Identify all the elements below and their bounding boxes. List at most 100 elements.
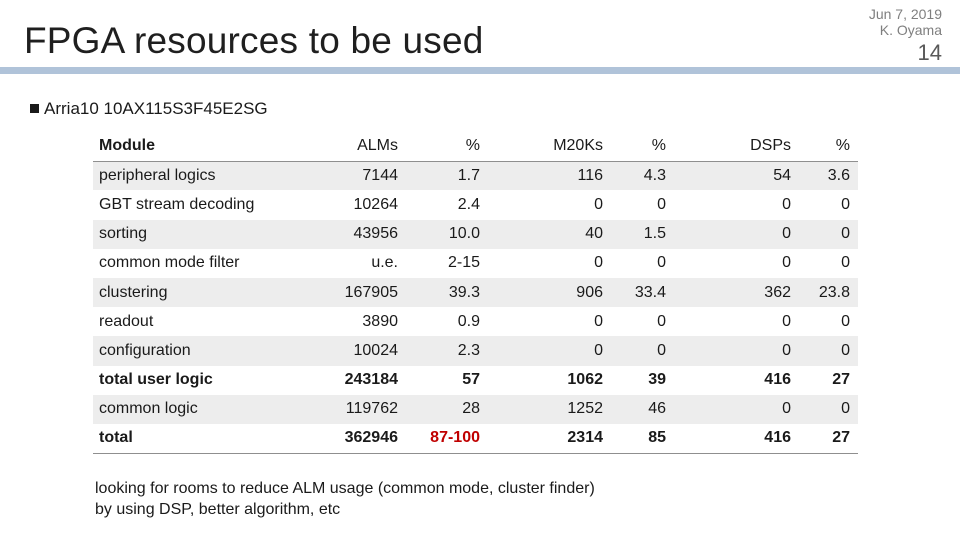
table-row: readout 3890 0.9 0 0 0 0 xyxy=(93,307,858,336)
header-module: Module xyxy=(99,137,155,155)
cell-module: common mode filter xyxy=(99,254,240,272)
cell-dsps: 0 xyxy=(782,225,791,243)
cell-dsps-pct: 0 xyxy=(841,400,850,418)
cell-alms-pct-highlight: 87-100 xyxy=(430,429,480,447)
cell-dsps-pct: 0 xyxy=(841,312,850,330)
cell-dsps: 0 xyxy=(782,312,791,330)
table-row: common logic 119762 28 1252 46 0 0 xyxy=(93,394,858,424)
cell-dsps-pct: 0 xyxy=(841,195,850,213)
header-dsps: DSPs xyxy=(750,137,791,155)
header-alms-pct: % xyxy=(465,137,480,155)
cell-m20ks: 1252 xyxy=(567,400,603,418)
footnote: looking for rooms to reduce ALM usage (c… xyxy=(95,478,595,520)
cell-module: common logic xyxy=(99,400,198,418)
cell-dsps-pct: 27 xyxy=(832,429,850,447)
cell-alms: 43956 xyxy=(353,225,399,243)
table-row: clustering 167905 39.3 906 33.4 362 23.8 xyxy=(93,277,858,308)
cell-alms: 10024 xyxy=(353,341,399,359)
cell-dsps: 362 xyxy=(764,283,791,301)
table-row: common mode filter u.e. 2-15 0 0 0 0 xyxy=(93,249,858,278)
resource-table: Module ALMs % M20Ks % DSPs % peripheral … xyxy=(93,132,858,454)
cell-m20ks-pct: 0 xyxy=(657,341,666,359)
cell-m20ks: 1062 xyxy=(567,371,603,389)
cell-module: GBT stream decoding xyxy=(99,195,255,213)
cell-alms: 362946 xyxy=(344,429,398,447)
cell-m20ks: 0 xyxy=(594,254,603,272)
cell-m20ks-pct: 1.5 xyxy=(643,225,666,243)
cell-alms-pct: 0.9 xyxy=(457,312,480,330)
bullet-item: Arria10 10AX115S3F45E2SG xyxy=(30,99,268,119)
slide-author: K. Oyama xyxy=(879,22,942,38)
cell-m20ks-pct: 4.3 xyxy=(643,167,666,185)
cell-m20ks-pct: 0 xyxy=(657,195,666,213)
table-row: sorting 43956 10.0 40 1.5 0 0 xyxy=(93,219,858,249)
footnote-line: looking for rooms to reduce ALM usage (c… xyxy=(95,480,595,497)
table-header-row: Module ALMs % M20Ks % DSPs % xyxy=(93,132,858,162)
cell-dsps: 54 xyxy=(773,167,791,185)
footnote-line: by using DSP, better algorithm, etc xyxy=(95,501,341,518)
cell-dsps: 0 xyxy=(782,341,791,359)
cell-m20ks: 40 xyxy=(585,225,603,243)
cell-alms-pct: 10.0 xyxy=(448,225,480,243)
cell-alms-pct: 28 xyxy=(462,400,480,418)
header-alms: ALMs xyxy=(357,137,398,155)
table-row: configuration 10024 2.3 0 0 0 0 xyxy=(93,336,858,366)
cell-module: configuration xyxy=(99,341,191,359)
cell-module: total user logic xyxy=(99,371,213,389)
cell-alms: 243184 xyxy=(344,371,398,389)
cell-dsps-pct: 0 xyxy=(841,254,850,272)
cell-m20ks-pct: 85 xyxy=(648,429,666,447)
square-bullet-icon xyxy=(30,104,39,113)
cell-alms-pct: 2.3 xyxy=(457,341,480,359)
header-m20ks: M20Ks xyxy=(553,137,603,155)
cell-dsps: 416 xyxy=(764,429,791,447)
cell-m20ks-pct: 46 xyxy=(648,400,666,418)
cell-dsps-pct: 27 xyxy=(832,371,850,389)
cell-m20ks: 116 xyxy=(577,167,603,185)
cell-dsps-pct: 23.8 xyxy=(818,283,850,301)
cell-alms-pct: 2.4 xyxy=(457,195,480,213)
cell-alms: u.e. xyxy=(371,254,398,272)
cell-m20ks-pct: 0 xyxy=(657,254,666,272)
cell-alms-pct: 2-15 xyxy=(447,254,480,272)
cell-module: total xyxy=(99,429,133,447)
cell-dsps: 0 xyxy=(782,400,791,418)
slide-date: Jun 7, 2019 xyxy=(868,6,942,22)
page-number: 14 xyxy=(917,40,942,65)
cell-m20ks: 0 xyxy=(594,341,603,359)
cell-dsps-pct: 0 xyxy=(841,225,850,243)
cell-m20ks: 2314 xyxy=(567,429,603,447)
bullet-text: Arria10 10AX115S3F45E2SG xyxy=(44,99,268,118)
cell-alms: 7144 xyxy=(362,167,398,185)
table-row-total: total 362946 87-100 2314 85 416 27 xyxy=(93,424,858,454)
title-underline xyxy=(0,67,960,74)
cell-dsps-pct: 3.6 xyxy=(827,167,850,185)
cell-alms-pct: 57 xyxy=(462,371,480,389)
cell-alms-pct: 1.7 xyxy=(457,167,480,185)
cell-alms-pct: 39.3 xyxy=(448,283,480,301)
cell-alms: 167905 xyxy=(344,283,398,301)
slide-meta: Jun 7, 2019 K. Oyama xyxy=(869,6,942,38)
cell-m20ks-pct: 0 xyxy=(657,312,666,330)
header-dsps-pct: % xyxy=(835,137,850,155)
cell-m20ks: 0 xyxy=(594,195,603,213)
table-row-subtotal: total user logic 243184 57 1062 39 416 2… xyxy=(93,366,858,395)
cell-dsps: 416 xyxy=(764,371,791,389)
cell-m20ks-pct: 39 xyxy=(648,371,666,389)
cell-dsps-pct: 0 xyxy=(841,341,850,359)
cell-m20ks: 0 xyxy=(594,312,603,330)
header-m20ks-pct: % xyxy=(651,137,666,155)
cell-m20ks-pct: 33.4 xyxy=(634,283,666,301)
cell-alms: 119762 xyxy=(345,400,398,418)
cell-alms: 3890 xyxy=(362,312,398,330)
cell-dsps: 0 xyxy=(782,195,791,213)
cell-dsps: 0 xyxy=(782,254,791,272)
cell-module: readout xyxy=(99,312,154,330)
table-row: GBT stream decoding 10264 2.4 0 0 0 0 xyxy=(93,190,858,219)
cell-module: sorting xyxy=(99,225,148,243)
cell-module: peripheral logics xyxy=(99,167,216,185)
table-row: peripheral logics 7144 1.7 116 4.3 54 3.… xyxy=(93,161,858,191)
cell-module: clustering xyxy=(99,283,168,301)
cell-alms: 10264 xyxy=(353,195,399,213)
slide-title: FPGA resources to be used xyxy=(24,20,484,61)
